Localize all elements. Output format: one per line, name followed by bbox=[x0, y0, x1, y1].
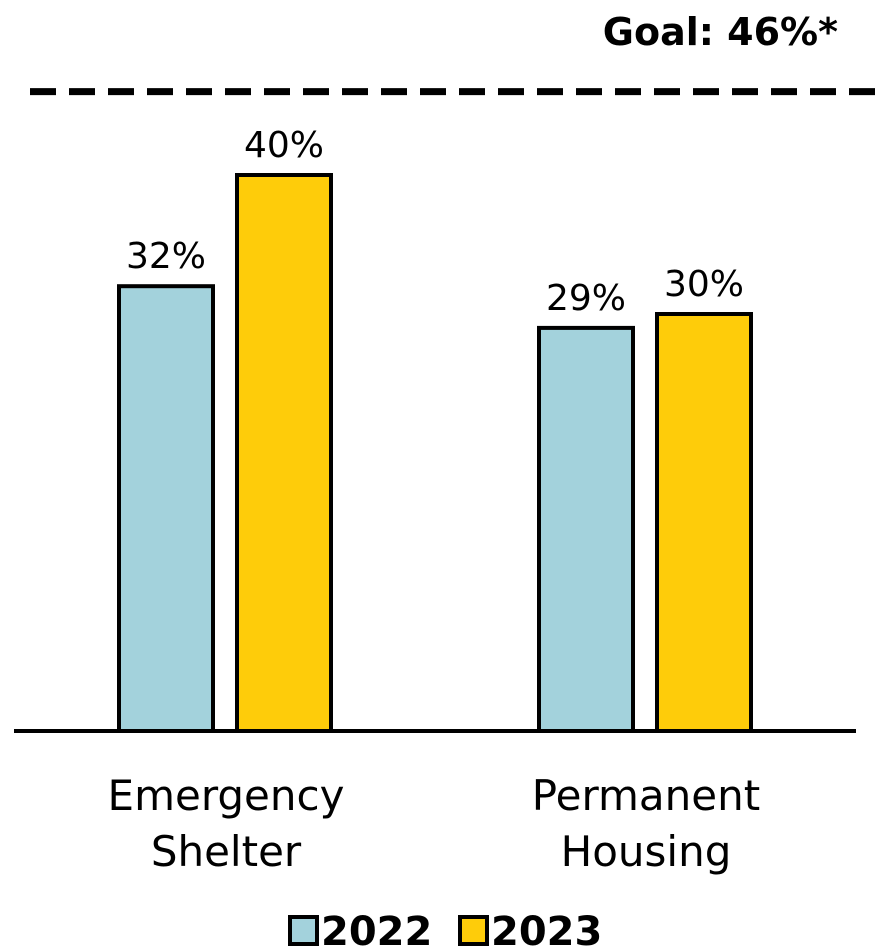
legend: 2022 2023 bbox=[288, 909, 602, 951]
category-labels-group: Emergency Shelter Permanent Housing bbox=[108, 771, 761, 876]
value-labels-group: 32% 29% 40% 30% bbox=[126, 125, 744, 319]
bar-2023-1 bbox=[655, 312, 753, 733]
legend-label-2022: 2022 bbox=[321, 909, 432, 951]
bar-2022-1 bbox=[537, 325, 635, 733]
value-label-2022-0: 32% bbox=[126, 236, 206, 277]
legend-swatch-2022 bbox=[288, 915, 319, 946]
bar-2022-0 bbox=[117, 284, 215, 733]
value-label-2022-1: 29% bbox=[546, 278, 626, 319]
category-label-1-line-1: Housing bbox=[561, 827, 732, 876]
bar-2023-0 bbox=[235, 173, 333, 733]
category-label-0-line-0: Emergency bbox=[108, 771, 345, 820]
category-label-1-line-0: Permanent bbox=[532, 771, 760, 820]
legend-label-2023: 2023 bbox=[491, 909, 602, 951]
value-label-2023-1: 30% bbox=[664, 264, 744, 305]
legend-swatch-2023 bbox=[458, 915, 489, 946]
bars-group bbox=[117, 173, 753, 733]
value-label-2023-0: 40% bbox=[244, 125, 324, 166]
category-label-0-line-1: Shelter bbox=[151, 827, 302, 876]
goal-label: Goal: 46%* bbox=[603, 10, 838, 54]
